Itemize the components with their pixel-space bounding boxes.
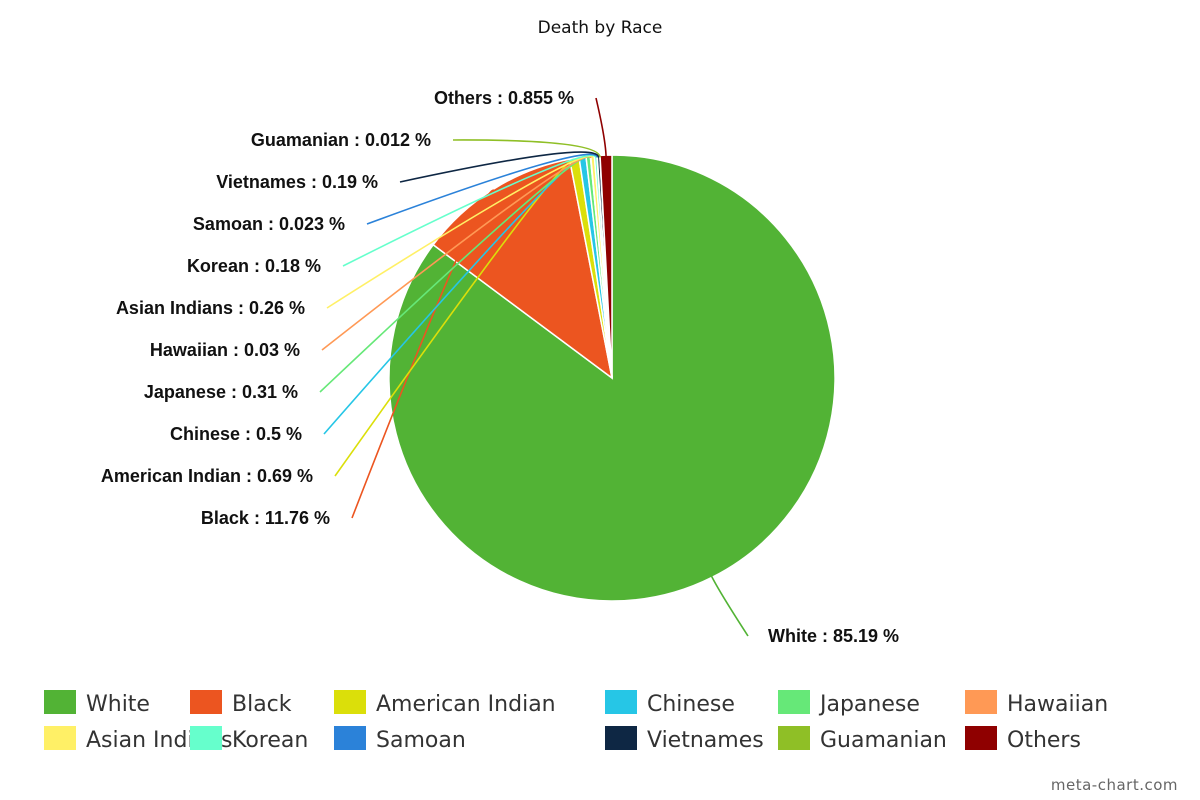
legend-item-american-indian[interactable]: American Indian <box>334 690 556 717</box>
legend-swatch-japanese <box>778 690 810 714</box>
legend-label-samoan: Samoan <box>376 728 466 753</box>
legend-swatch-others <box>965 726 997 750</box>
pie-slices <box>388 154 836 602</box>
legend-swatch-vietnames <box>605 726 637 750</box>
slice-label-samoan: Samoan : 0.023 % <box>193 214 345 234</box>
leader-line-american-indian <box>334 158 576 477</box>
slice-label-vietnames: Vietnames : 0.19 % <box>216 172 378 192</box>
legend-item-hawaiian[interactable]: Hawaiian <box>965 690 1108 717</box>
leader-line-black <box>351 189 496 519</box>
legend-label-others: Others <box>1007 728 1081 753</box>
chart-title: Death by Race <box>538 18 663 38</box>
legend-swatch-white <box>44 690 76 714</box>
legend-item-korean[interactable]: Korean <box>190 726 308 753</box>
legend-label-japanese: Japanese <box>818 692 920 717</box>
legend-label-white: White <box>86 692 150 717</box>
leader-line-korean <box>342 154 597 267</box>
legend-item-japanese[interactable]: Japanese <box>778 690 920 717</box>
credit-text: meta-chart.com <box>1051 776 1178 794</box>
legend-label-chinese: Chinese <box>647 692 735 717</box>
legend-swatch-samoan <box>334 726 366 750</box>
slice-label-black: Black : 11.76 % <box>201 508 330 528</box>
legend-swatch-chinese <box>605 690 637 714</box>
legend-label-vietnames: Vietnames <box>647 728 764 753</box>
slice-label-chinese: Chinese : 0.5 % <box>170 424 302 444</box>
leader-line-others <box>595 97 607 158</box>
leader-line-vietnames <box>399 151 600 183</box>
legend-swatch-american-indian <box>334 690 366 714</box>
legend-item-chinese[interactable]: Chinese <box>605 690 735 717</box>
legend-item-black[interactable]: Black <box>190 690 292 717</box>
legend: White Black American Indian Chinese Japanese… <box>44 690 1108 753</box>
legend-swatch-korean <box>190 726 222 750</box>
leader-line-samoan <box>366 153 598 225</box>
slice-label-japanese: Japanese : 0.31 % <box>144 382 298 402</box>
legend-swatch-black <box>190 690 222 714</box>
legend-swatch-guamanian <box>778 726 810 750</box>
legend-label-hawaiian: Hawaiian <box>1007 692 1108 717</box>
legend-label-guamanian: Guamanian <box>820 728 947 753</box>
slice-label-asian-indians: Asian Indians : 0.26 % <box>116 298 305 318</box>
legend-label-american-indian: American Indian <box>376 692 556 717</box>
slice-label-korean: Korean : 0.18 % <box>187 256 321 276</box>
legend-swatch-asian-indians <box>44 726 76 750</box>
legend-item-white[interactable]: White <box>44 690 150 717</box>
leader-line-guamanian <box>452 139 601 158</box>
slice-label-white: White : 85.19 % <box>768 626 899 646</box>
legend-item-guamanian[interactable]: Guamanian <box>778 726 947 753</box>
legend-swatch-hawaiian <box>965 690 997 714</box>
slice-label-american-indian: American Indian : 0.69 % <box>101 466 313 486</box>
legend-label-black: Black <box>232 692 292 717</box>
leader-line-white <box>710 575 749 637</box>
legend-item-samoan[interactable]: Samoan <box>334 726 466 753</box>
slice-labels: White : 85.19 % Black : 11.76 % American I… <box>101 88 899 646</box>
slice-label-guamanian: Guamanian : 0.012 % <box>251 130 431 150</box>
slice-label-others: Others : 0.855 % <box>434 88 574 108</box>
slice-label-hawaiian: Hawaiian : 0.03 % <box>150 340 300 360</box>
legend-label-korean: Korean <box>232 728 308 753</box>
legend-item-vietnames[interactable]: Vietnames <box>605 726 764 753</box>
legend-item-others[interactable]: Others <box>965 726 1081 753</box>
leader-lines <box>319 97 749 637</box>
